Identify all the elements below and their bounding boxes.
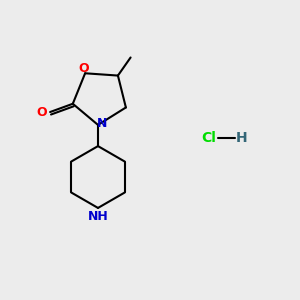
Text: Cl: Cl — [202, 131, 216, 145]
Text: H: H — [236, 131, 247, 145]
Text: NH: NH — [88, 210, 108, 223]
Text: O: O — [37, 106, 47, 118]
Text: O: O — [79, 62, 89, 75]
Text: N: N — [97, 117, 108, 130]
